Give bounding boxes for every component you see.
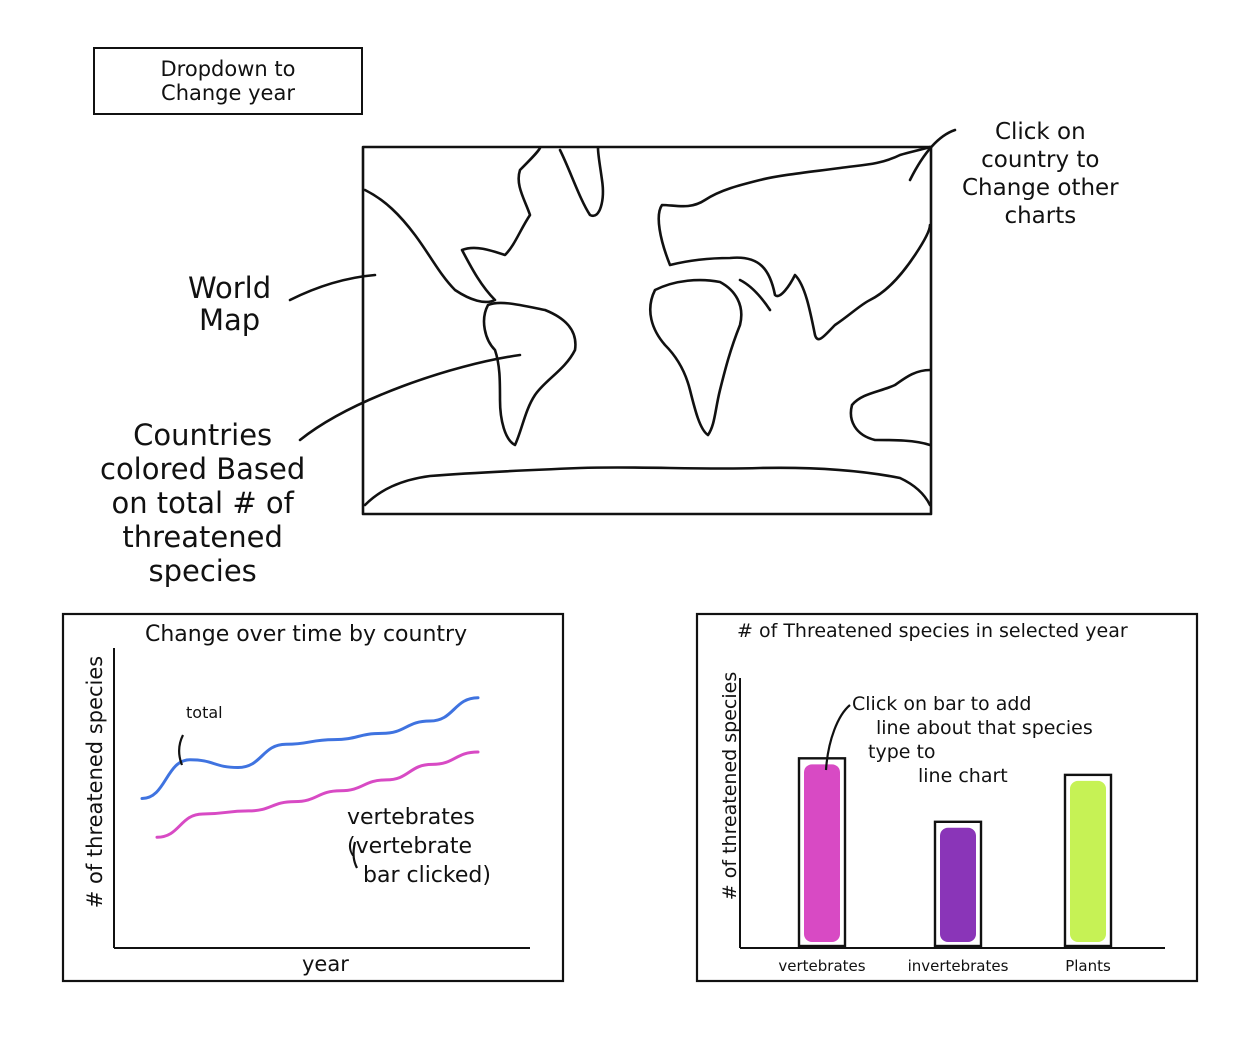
vertebrates-note-line: vertebrates bbox=[347, 805, 475, 830]
vertebrates-series-line[interactable] bbox=[155, 750, 480, 839]
world-map-label-line2: Map bbox=[198, 303, 261, 337]
total-series-label: total bbox=[186, 703, 223, 722]
line-chart-title: Change over time by country bbox=[145, 622, 468, 647]
total-label-pointer bbox=[178, 734, 184, 766]
bar-click-note: Click on bar to add line about that spec… bbox=[852, 692, 1093, 788]
bar-chart-title: # of Threatened species in selected year bbox=[737, 620, 1128, 642]
bar-plants[interactable] bbox=[1070, 780, 1106, 942]
line-chart-ylabel: # of threatened species bbox=[83, 655, 107, 909]
bar-click-pointer bbox=[824, 704, 851, 771]
world-map[interactable] bbox=[363, 145, 932, 507]
dropdown-label-line2: Change year bbox=[161, 81, 295, 105]
click-country-line: Click on bbox=[994, 119, 1086, 145]
click-country-line: Change other bbox=[962, 175, 1119, 201]
bar-click-note-line: line about that species bbox=[876, 717, 1093, 739]
total-series-line[interactable] bbox=[140, 696, 480, 800]
vertebrates-note: vertebrates (vertebrate bar clicked) bbox=[347, 803, 491, 890]
countries-note-line: species bbox=[148, 554, 257, 588]
vertebrates-note-line: bar clicked) bbox=[363, 863, 491, 888]
vertebrates-note-line: (vertebrate bbox=[347, 834, 472, 859]
year-dropdown[interactable]: Dropdown to Change year bbox=[93, 47, 363, 115]
bar-chart-ylabel: # of threatened species bbox=[719, 671, 741, 901]
world-map-frame bbox=[361, 145, 933, 516]
dropdown-label-line1: Dropdown to bbox=[160, 57, 296, 81]
bar-category-label: vertebrates bbox=[778, 957, 865, 975]
vertebrates-label-pointer bbox=[352, 841, 358, 869]
world-map-label: World Map bbox=[188, 272, 271, 336]
countries-pointer bbox=[298, 353, 522, 442]
world-map-label-line1: World bbox=[188, 271, 272, 305]
bar-category-label: invertebrates bbox=[908, 957, 1009, 975]
countries-note-line: colored Based bbox=[100, 452, 306, 486]
bar-vertebrates[interactable] bbox=[804, 764, 840, 942]
bar-category-label: Plants bbox=[1065, 957, 1111, 975]
world-map-pointer bbox=[288, 273, 377, 302]
countries-note-line: threatened bbox=[122, 520, 283, 554]
click-country-pointer bbox=[908, 128, 957, 182]
click-country-line: charts bbox=[1004, 203, 1077, 229]
click-country-note: Click on country to Change other charts bbox=[962, 118, 1119, 230]
bar-invertebrates[interactable] bbox=[940, 827, 976, 942]
bar-click-note-line: type to bbox=[868, 741, 936, 763]
click-country-line: country to bbox=[981, 147, 1100, 173]
countries-note-line: Countries bbox=[133, 418, 273, 452]
bar-click-note-line: line chart bbox=[918, 765, 1008, 787]
countries-note-line: on total # of bbox=[111, 486, 294, 520]
countries-colored-note: Countries colored Based on total # of th… bbox=[100, 418, 305, 588]
line-chart-panel bbox=[61, 612, 565, 983]
line-series-group[interactable] bbox=[140, 696, 480, 839]
bar-label-group: vertebrates invertebrates Plants bbox=[778, 704, 1111, 975]
bar-group[interactable] bbox=[797, 757, 1113, 948]
bar-chart-panel: vertebrates invertebrates Plants bbox=[695, 612, 1199, 983]
line-chart-xlabel: year bbox=[302, 952, 349, 976]
bar-click-note-line: Click on bar to add bbox=[852, 693, 1032, 715]
